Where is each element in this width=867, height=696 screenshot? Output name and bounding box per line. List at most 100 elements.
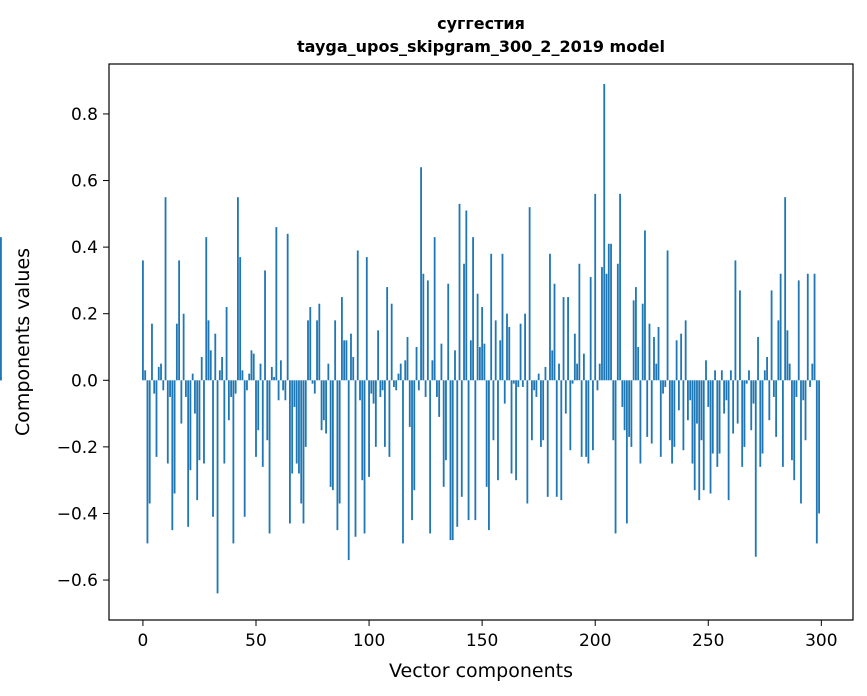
bar: [754, 380, 757, 557]
bar: [370, 380, 373, 394]
bar: [420, 167, 422, 381]
bar: [320, 380, 323, 431]
bar: [318, 303, 321, 381]
bar: [426, 280, 429, 381]
bar: [433, 237, 436, 381]
bar: [474, 380, 477, 521]
bar: [365, 257, 368, 381]
bar: [151, 323, 153, 381]
bar: [313, 380, 316, 394]
bar: [291, 380, 294, 474]
bar: [745, 380, 748, 384]
bar: [377, 330, 380, 381]
bar: [682, 380, 685, 451]
bar: [752, 380, 755, 404]
bar: [187, 380, 190, 527]
bar: [476, 293, 479, 381]
bar: [519, 323, 522, 381]
bar: [347, 380, 350, 561]
bar: [336, 380, 339, 531]
bar: [175, 323, 178, 381]
bar: [352, 356, 355, 381]
bar: [644, 230, 646, 381]
bar: [160, 363, 162, 381]
bar: [300, 380, 303, 504]
bar: [406, 337, 409, 381]
bar: [356, 250, 359, 381]
bar: [230, 380, 233, 397]
bar: [757, 337, 759, 381]
bar: [415, 346, 418, 381]
bar: [650, 380, 653, 444]
bar: [779, 273, 782, 381]
bar: [293, 380, 296, 407]
bar: [635, 287, 637, 381]
bar: [637, 346, 640, 381]
bar: [402, 380, 404, 544]
bar: [311, 380, 314, 384]
bar: [449, 380, 452, 541]
bar: [368, 380, 370, 477]
bar: [436, 380, 438, 397]
bar: [417, 380, 420, 391]
bar: [562, 297, 565, 381]
bar: [178, 260, 181, 381]
bar: [542, 380, 545, 441]
bar: [273, 376, 275, 381]
bar: [711, 380, 714, 454]
bar: [345, 340, 348, 381]
bar: [381, 380, 384, 391]
bar: [169, 380, 171, 397]
bar: [723, 380, 726, 414]
bar: [302, 380, 305, 524]
bar: [763, 370, 766, 381]
bar: [707, 380, 710, 407]
bar: [524, 313, 526, 381]
bar: [207, 320, 210, 381]
bar: [341, 297, 343, 381]
bar: [316, 320, 318, 381]
bar: [795, 380, 798, 397]
y-tick-label: 0.4: [71, 238, 98, 258]
x-tick-label: 200: [579, 631, 611, 651]
bar: [289, 380, 291, 524]
y-axis-label: Components values: [12, 248, 34, 436]
bar: [180, 380, 183, 424]
bar: [223, 380, 226, 464]
bar: [560, 380, 563, 501]
y-tick-label: −0.2: [57, 438, 98, 458]
bar: [668, 380, 671, 441]
bar: [393, 380, 395, 387]
bar: [329, 380, 332, 487]
bar: [454, 350, 456, 381]
bar: [558, 363, 560, 381]
bar: [673, 380, 676, 447]
x-axis-ticks: 0 50 100 150 200 250 300: [138, 620, 838, 651]
bar: [791, 380, 793, 461]
bar: [772, 380, 775, 397]
bar: [786, 330, 789, 381]
bar: [691, 380, 694, 464]
bar: [612, 380, 615, 441]
y-tick-label: 0.8: [71, 105, 98, 125]
bar: [440, 343, 443, 381]
bar: [270, 366, 273, 381]
y-tick-label: −0.4: [57, 504, 98, 524]
bar: [580, 380, 583, 457]
bar: [781, 380, 784, 467]
bar: [809, 380, 811, 387]
bar: [623, 380, 626, 431]
bar: [322, 380, 325, 421]
bar: [456, 380, 459, 527]
bar: [528, 207, 531, 381]
bar: [309, 307, 312, 381]
bar: [198, 380, 201, 461]
bar: [804, 380, 807, 441]
bar: [766, 356, 768, 381]
bar: [259, 363, 262, 381]
bar: [736, 380, 739, 424]
bar: [610, 243, 612, 381]
bar: [818, 380, 820, 514]
bar: [447, 283, 450, 381]
